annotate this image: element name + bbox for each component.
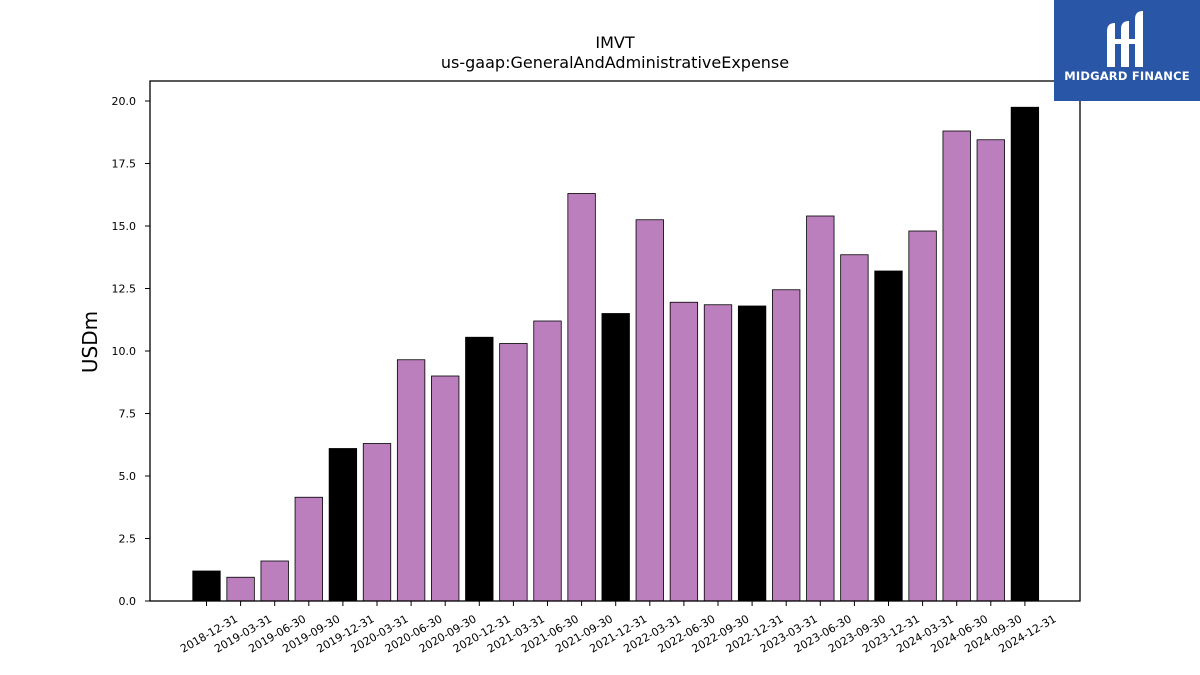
bar-2019-06-30: [260, 560, 289, 602]
bar-2021-06-30: [533, 320, 562, 602]
plot-frame: [149, 80, 1081, 602]
bar-2024-09-30: [976, 139, 1005, 602]
chart-title: IMVT: [595, 33, 634, 52]
bar-2022-12-31: [737, 305, 767, 602]
bar-2019-09-30: [294, 496, 323, 602]
y-tick-label-12.5: 12.5: [112, 283, 137, 296]
midgard-finance-logo: MIDGARD FINANCE: [1054, 0, 1200, 101]
y-tick-label-5.0: 5.0: [119, 470, 137, 483]
bar-2023-12-31: [874, 270, 903, 602]
bar-2020-03-31: [362, 443, 392, 602]
bar-2021-12-31: [601, 313, 630, 602]
bar-2023-09-30: [840, 254, 869, 602]
bar-2022-09-30: [703, 304, 733, 602]
bar-2024-06-30: [942, 130, 971, 602]
bar-2018-12-31: [192, 570, 221, 602]
y-tick-label-20.0: 20.0: [112, 95, 137, 108]
bar-2020-12-31: [465, 336, 494, 602]
bar-2021-03-31: [499, 343, 528, 602]
y-axis-ticks: 0.0 2.5 5.0 7.5 10.0 12.5 15.0 17.5 20.0: [112, 95, 150, 608]
midgard-logo-mark-icon: [1107, 11, 1143, 67]
bar-2023-06-30: [806, 215, 835, 602]
bar-2020-06-30: [396, 359, 426, 602]
x-axis-ticks: 2018-12-312019-03-312019-06-302019-09-30…: [178, 601, 1058, 656]
y-tick-label-15.0: 15.0: [112, 220, 137, 233]
y-tick-label-0.0: 0.0: [119, 595, 137, 608]
y-axis-label: USDm: [78, 311, 102, 373]
logo-text: MIDGARD FINANCE: [1064, 69, 1190, 83]
y-tick-label-2.5: 2.5: [119, 533, 137, 546]
bar-2019-12-31: [328, 448, 358, 602]
chart-subtitle: us-gaap:GeneralAndAdministrativeExpense: [441, 53, 789, 72]
y-tick-label-10.0: 10.0: [112, 345, 137, 358]
y-tick-label-17.5: 17.5: [112, 158, 137, 171]
bars: [192, 106, 1040, 602]
bar-2020-09-30: [431, 375, 460, 602]
bar-2019-03-31: [226, 576, 255, 602]
y-tick-label-7.5: 7.5: [119, 408, 137, 421]
bar-2022-06-30: [669, 301, 699, 602]
bar-2024-03-31: [908, 230, 937, 602]
bar-2021-09-30: [567, 193, 596, 602]
bar-2024-12-31: [1010, 106, 1040, 602]
bar-2022-03-31: [635, 219, 664, 602]
bar-2023-03-31: [772, 289, 801, 602]
